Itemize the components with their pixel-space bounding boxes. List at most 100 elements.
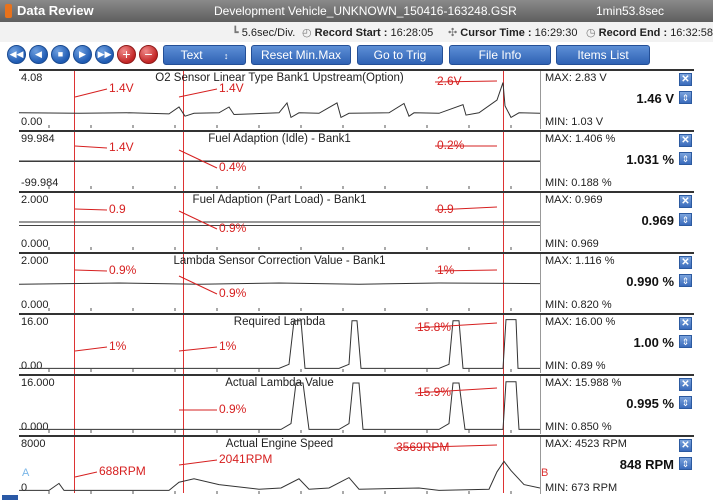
record-start: ◴ Record Start : 16:28:05 xyxy=(302,27,434,39)
cursor-time: ✣ Cursor Time : 16:29:30 xyxy=(448,27,578,39)
channel-name: Required Lambda xyxy=(233,316,326,328)
go-to-trig-button[interactable]: Go to Trig xyxy=(357,45,443,65)
close-icon[interactable]: ✕ xyxy=(679,195,692,208)
updown-icon[interactable]: ⇕ xyxy=(679,274,692,287)
annotation-label: 2.6V xyxy=(437,74,462,88)
file-info-button[interactable]: File Info xyxy=(449,45,551,65)
scale-max: 99.984 xyxy=(21,133,55,145)
zoom-out-icon[interactable]: − xyxy=(139,45,158,64)
annotation-label: 1.4V xyxy=(109,140,134,154)
channel-graphs[interactable]: 4.08 0.00 O2 Sensor Linear Type Bank1 Up… xyxy=(19,69,694,495)
toolbar: ◀◀ ◀ ■ ▶ ▶▶ + − Text ↕ Reset Min.Max Go … xyxy=(0,42,713,67)
step-forward-icon[interactable]: ▶ xyxy=(73,45,92,64)
current-value: 848 RPM xyxy=(619,457,674,472)
annotation-label: 0.9% xyxy=(219,221,247,235)
max-value: MAX: 16.00 % xyxy=(545,316,616,328)
current-value: 1.031 % xyxy=(626,152,674,167)
min-value: MIN: 0.850 % xyxy=(545,421,612,433)
channel-plot[interactable]: 2.000 0.000 Lambda Sensor Correction Val… xyxy=(19,254,540,312)
zoom-in-icon[interactable]: + xyxy=(117,45,136,64)
zero-line xyxy=(19,225,540,226)
annotation-label: 3569RPM xyxy=(396,440,450,454)
signal-trace xyxy=(19,460,540,494)
annotation-label: 1% xyxy=(109,339,127,353)
scale-min: 0.00 xyxy=(21,360,43,372)
min-value: MIN: 673 RPM xyxy=(545,482,618,494)
crosshair-icon: ✣ xyxy=(448,27,458,39)
close-icon[interactable]: ✕ xyxy=(679,317,692,330)
channel-stats: MAX: 1.116 % 0.990 % MIN: 0.820 % ✕ ⇕ xyxy=(540,254,694,312)
skip-to-start-icon[interactable]: ◀◀ xyxy=(7,45,26,64)
step-back-icon[interactable]: ◀ xyxy=(29,45,48,64)
channel-plot[interactable]: 99.984 -99.984 Fuel Adaption (Idle) - Ba… xyxy=(19,132,540,190)
signal-trace xyxy=(19,160,540,189)
channel-name: O2 Sensor Linear Type Bank1 Upstream(Opt… xyxy=(155,72,404,84)
updown-icon[interactable]: ⇕ xyxy=(679,457,692,470)
signal-trace xyxy=(19,82,540,128)
channel-name: Fuel Adaption (Part Load) - Bank1 xyxy=(192,194,367,206)
min-value: MIN: 1.03 V xyxy=(545,116,604,128)
chevron-updown-icon: ↕ xyxy=(223,51,229,61)
channel-row[interactable]: 2.000 0.000 Fuel Adaption (Part Load) - … xyxy=(19,191,694,251)
updown-icon[interactable]: ⇕ xyxy=(679,335,692,348)
scale-min: 0.000 xyxy=(21,421,49,433)
channel-plot[interactable]: 16.00 0.00 Required Lambda 1% 1% 15.8% xyxy=(19,315,540,373)
channel-row[interactable]: 8000 0 Actual Engine Speed 688RPM 2041RPM… xyxy=(19,435,694,495)
max-value: MAX: 1.116 % xyxy=(545,255,615,267)
app-logo-icon xyxy=(5,4,12,18)
annotation-label: 15.8% xyxy=(417,320,452,334)
close-icon[interactable]: ✕ xyxy=(679,73,692,86)
updown-icon[interactable]: ⇕ xyxy=(679,91,692,104)
updown-icon[interactable]: ⇕ xyxy=(679,152,692,165)
signal-trace xyxy=(19,282,540,311)
current-value: 0.969 xyxy=(641,213,674,228)
file-name: Development Vehicle_UNKNOWN_150416-16324… xyxy=(214,4,517,18)
record-duration: 1min53.8sec xyxy=(596,4,665,18)
channel-row[interactable]: 16.000 0.000 Actual Lambda Value 0.9% 15.… xyxy=(19,374,694,434)
annotation-label: 2041RPM xyxy=(219,452,273,466)
close-icon[interactable]: ✕ xyxy=(679,439,692,452)
max-value: MAX: 2.83 V xyxy=(545,72,607,84)
min-value: MIN: 0.820 % xyxy=(545,299,612,311)
channel-plot[interactable]: 4.08 0.00 O2 Sensor Linear Type Bank1 Up… xyxy=(19,71,540,129)
scale-max: 8000 xyxy=(21,438,46,450)
title-bar: Data Review Development Vehicle_UNKNOWN_… xyxy=(0,0,713,22)
scroll-indicator[interactable] xyxy=(2,495,18,500)
current-value: 0.995 % xyxy=(626,396,674,411)
channel-row[interactable]: 2.000 0.000 Lambda Sensor Correction Val… xyxy=(19,252,694,312)
annotation-label: 1% xyxy=(437,263,455,277)
annotation-label: 1.4V xyxy=(109,81,134,95)
cursor-a-line[interactable] xyxy=(74,69,75,493)
channel-row[interactable]: 4.08 0.00 O2 Sensor Linear Type Bank1 Up… xyxy=(19,69,694,129)
scale-max: 2.000 xyxy=(21,255,49,267)
cursor-b-marker: B xyxy=(541,467,549,479)
channel-name: Actual Engine Speed xyxy=(225,438,334,450)
skip-to-end-icon[interactable]: ▶▶ xyxy=(95,45,114,64)
current-value: 1.00 % xyxy=(633,335,674,350)
items-list-button[interactable]: Items List xyxy=(556,45,650,65)
channel-row[interactable]: 99.984 -99.984 Fuel Adaption (Idle) - Ba… xyxy=(19,130,694,190)
scale-min: 0.000 xyxy=(21,238,49,250)
channel-stats: MAX: 1.406 % 1.031 % MIN: 0.188 % ✕ ⇕ xyxy=(540,132,694,190)
reset-min-max-button[interactable]: Reset Min.Max xyxy=(251,45,351,65)
stop-icon[interactable]: ■ xyxy=(51,45,70,64)
channel-plot[interactable]: 8000 0 Actual Engine Speed 688RPM 2041RPM… xyxy=(19,437,540,495)
channel-name: Actual Lambda Value xyxy=(225,377,334,389)
channel-plot[interactable]: 16.000 0.000 Actual Lambda Value 0.9% 15.… xyxy=(19,376,540,434)
updown-icon[interactable]: ⇕ xyxy=(679,213,692,226)
cursor-b-line[interactable] xyxy=(503,69,504,493)
text-dropdown-button[interactable]: Text ↕ xyxy=(163,45,246,65)
close-icon[interactable]: ✕ xyxy=(679,134,692,147)
updown-icon[interactable]: ⇕ xyxy=(679,396,692,409)
annotation-label: 0.9 xyxy=(109,202,126,216)
channel-plot[interactable]: 2.000 0.000 Fuel Adaption (Part Load) - … xyxy=(19,193,540,251)
channel-stats: MAX: 2.83 V 1.46 V MIN: 1.03 V ✕ ⇕ xyxy=(540,71,694,129)
max-value: MAX: 4523 RPM xyxy=(545,438,627,450)
channel-name: Fuel Adaption (Idle) - Bank1 xyxy=(208,133,351,145)
scale-max: 4.08 xyxy=(21,72,43,84)
close-icon[interactable]: ✕ xyxy=(679,378,692,391)
current-value: 1.46 V xyxy=(636,91,674,106)
time-div-icon: ┗ xyxy=(232,27,239,39)
close-icon[interactable]: ✕ xyxy=(679,256,692,269)
channel-row[interactable]: 16.00 0.00 Required Lambda 1% 1% 15.8% MAX… xyxy=(19,313,694,373)
